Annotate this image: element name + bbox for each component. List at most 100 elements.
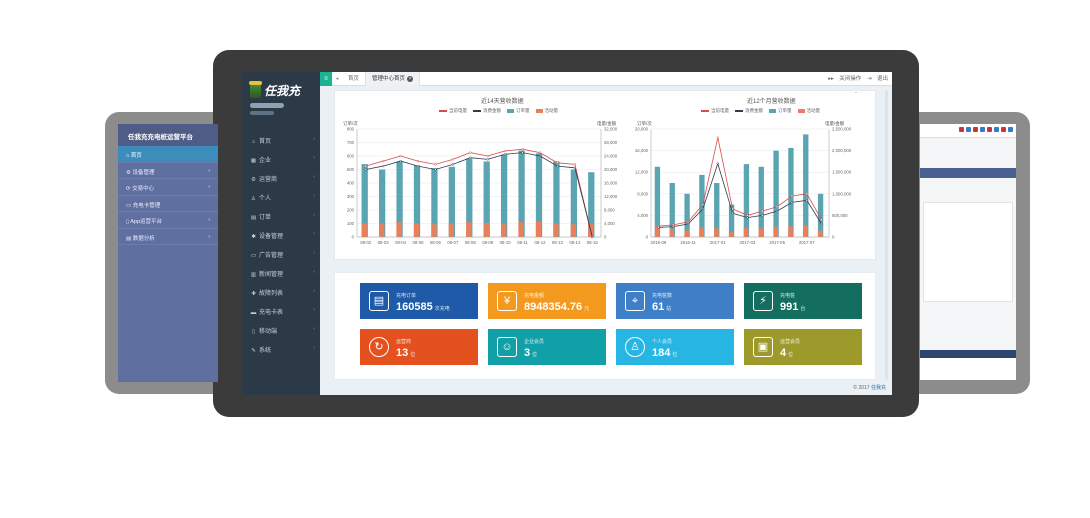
line-point bbox=[790, 201, 794, 204]
close-icon[interactable]: × bbox=[407, 75, 414, 82]
x-tick-label: 2016-09 bbox=[651, 240, 667, 245]
chevron-left-icon: ‹ bbox=[208, 233, 210, 240]
sidebar-item[interactable]: ▤ 订单 ‹ bbox=[242, 206, 320, 225]
ad-icon: ▭ bbox=[250, 253, 257, 259]
line-point bbox=[434, 168, 437, 171]
y-tick-label: 100 bbox=[347, 221, 355, 226]
line-point bbox=[731, 207, 734, 211]
sidebar-item[interactable]: ▦ 企业 ‹ bbox=[242, 149, 320, 168]
stat-value: 4 bbox=[780, 347, 787, 359]
line-point bbox=[573, 163, 577, 166]
y-axis-label: 订单/次 bbox=[637, 120, 652, 127]
sidebar-item[interactable]: ⌂ 首页 ‹ bbox=[242, 130, 320, 149]
forward-icon[interactable]: ▸▸ bbox=[828, 76, 834, 82]
line-point bbox=[469, 151, 472, 154]
collapse-icon[interactable]: ˆ bbox=[855, 93, 857, 99]
stat-card[interactable]: ☺ 企业会员 3 位 bbox=[488, 329, 606, 365]
tab-dashboard[interactable]: 管理中心首页 × bbox=[366, 72, 421, 86]
y2-axis-label: 电量/金额 bbox=[597, 120, 617, 127]
sidebar-item[interactable]: ♙ 个人 ‹ bbox=[242, 187, 320, 206]
chevron-left-icon: ‹ bbox=[313, 231, 315, 237]
stat-card[interactable]: ⌖ 充电桩数 61 站 bbox=[616, 283, 734, 319]
line-point bbox=[731, 212, 734, 215]
x-tick-label: 08-05 bbox=[413, 240, 425, 245]
sidebar-item[interactable]: ▯ 移动端 ‹ bbox=[242, 320, 320, 339]
x-tick-label: 2017-07 bbox=[799, 240, 815, 245]
stat-card[interactable]: ↻ 运营商 13 位 bbox=[360, 329, 478, 365]
bar bbox=[788, 147, 794, 237]
bar bbox=[431, 168, 438, 237]
sidebar-item[interactable]: ✚ 故障列表 ‹ bbox=[242, 282, 320, 301]
stat-unit: 次充电 bbox=[434, 306, 450, 312]
menu-toggle-button[interactable]: ≡ bbox=[320, 72, 332, 86]
stat-value: 8948354.76 bbox=[524, 301, 583, 313]
tab-home[interactable]: 首页 bbox=[342, 72, 367, 86]
bar bbox=[535, 221, 542, 237]
bar bbox=[466, 158, 473, 237]
left-nav-label: 数据分析 bbox=[132, 235, 155, 242]
y-tick-label: 500 bbox=[347, 167, 355, 172]
x-tick-label: 08-11 bbox=[517, 240, 528, 245]
logout-button[interactable]: 退出 bbox=[876, 76, 888, 82]
line-point bbox=[521, 148, 524, 151]
sidebar-item-label: 故障列表 bbox=[259, 291, 284, 297]
sidebar-item[interactable]: ▬ 充电卡表 ‹ bbox=[242, 301, 320, 320]
left-nav-transaction[interactable]: ⟳ 交易中心 ‹ bbox=[118, 179, 218, 196]
left-nav-app[interactable]: ▯ App运营平台 ‹ bbox=[118, 212, 218, 229]
legend-item: 消费金额 bbox=[473, 108, 501, 114]
sidebar-item[interactable]: ✎ 系统 ‹ bbox=[242, 339, 320, 358]
chevron-left-icon: ‹ bbox=[313, 250, 315, 256]
left-nav-label: 设备管理 bbox=[132, 169, 155, 176]
x-tick-label: 08-07 bbox=[447, 240, 459, 245]
footer-brand[interactable]: 任我充 bbox=[870, 385, 886, 391]
stat-card[interactable]: ▣ 运营会员 4 位 bbox=[744, 329, 862, 365]
x-tick-label: 08-04 bbox=[395, 240, 407, 245]
chevron-left-icon: ‹ bbox=[313, 136, 315, 142]
y2-tick-label: 1,500,000 bbox=[832, 170, 852, 175]
sidebar-item[interactable]: ▥ 新闻管理 ‹ bbox=[242, 263, 320, 282]
bar bbox=[714, 183, 720, 237]
x-tick-label: 2017-01 bbox=[710, 240, 726, 245]
left-nav-report[interactable]: ▤ 数据分析 ‹ bbox=[118, 229, 218, 245]
stat-card[interactable]: ▤ 充电订单 160585 次充电 bbox=[360, 283, 478, 319]
chevron-left-icon: ‹ bbox=[313, 307, 315, 313]
bar bbox=[803, 225, 808, 237]
y2-tick-label: 12,000 bbox=[604, 194, 618, 199]
right-toolbar bbox=[920, 124, 1016, 138]
legend-line-icon bbox=[735, 109, 743, 112]
legend-label: 活动量 bbox=[806, 108, 821, 113]
mobile-icon: ▯ bbox=[126, 219, 131, 225]
line-point bbox=[538, 151, 542, 154]
bar bbox=[758, 166, 764, 237]
line-point bbox=[416, 164, 420, 168]
y-axis-label: 订单/次 bbox=[343, 120, 358, 127]
series-line bbox=[365, 152, 593, 238]
left-nav-home[interactable]: ⌂ 首页 bbox=[118, 146, 218, 163]
bar bbox=[788, 226, 793, 237]
sidebar-item[interactable]: ▭ 广告管理 ‹ bbox=[242, 244, 320, 263]
line-point bbox=[746, 216, 749, 219]
scrollbar[interactable] bbox=[885, 90, 888, 380]
bar bbox=[483, 222, 489, 237]
left-nav-device[interactable]: ⚙ 设备管理 ‹ bbox=[118, 163, 218, 179]
line-point bbox=[761, 214, 764, 217]
legend-label: 订单量 bbox=[778, 108, 792, 113]
stat-card[interactable]: ⚡ 充电桩 991 台 bbox=[744, 283, 862, 319]
y-tick-label: 300 bbox=[347, 194, 355, 199]
legend-label: 消费金额 bbox=[745, 108, 763, 113]
stat-card[interactable]: ♙ 个人会员 184 位 bbox=[616, 329, 734, 365]
bar bbox=[684, 193, 690, 237]
line-point bbox=[820, 222, 823, 226]
left-nav-label: 充电卡管理 bbox=[132, 202, 161, 209]
sidebar-item[interactable]: ⚙ 运营商 ‹ bbox=[242, 168, 320, 187]
sidebar-item[interactable]: ✱ 设备管理 ‹ bbox=[242, 225, 320, 244]
stat-card[interactable]: ¥ 充电金额 8948354.76 元 bbox=[488, 283, 606, 319]
card-icon: ▬ bbox=[250, 310, 257, 316]
brand-name: 任我充 bbox=[264, 84, 301, 98]
y2-tick-label: 0 bbox=[832, 235, 835, 240]
close-ops-button[interactable]: 关闭操作 bbox=[839, 76, 862, 82]
series-line bbox=[658, 137, 822, 227]
line-point bbox=[657, 226, 660, 229]
tab-back-button[interactable]: ◂ bbox=[335, 75, 339, 82]
left-nav-card[interactable]: ▭ 充电卡管理 bbox=[118, 196, 218, 212]
